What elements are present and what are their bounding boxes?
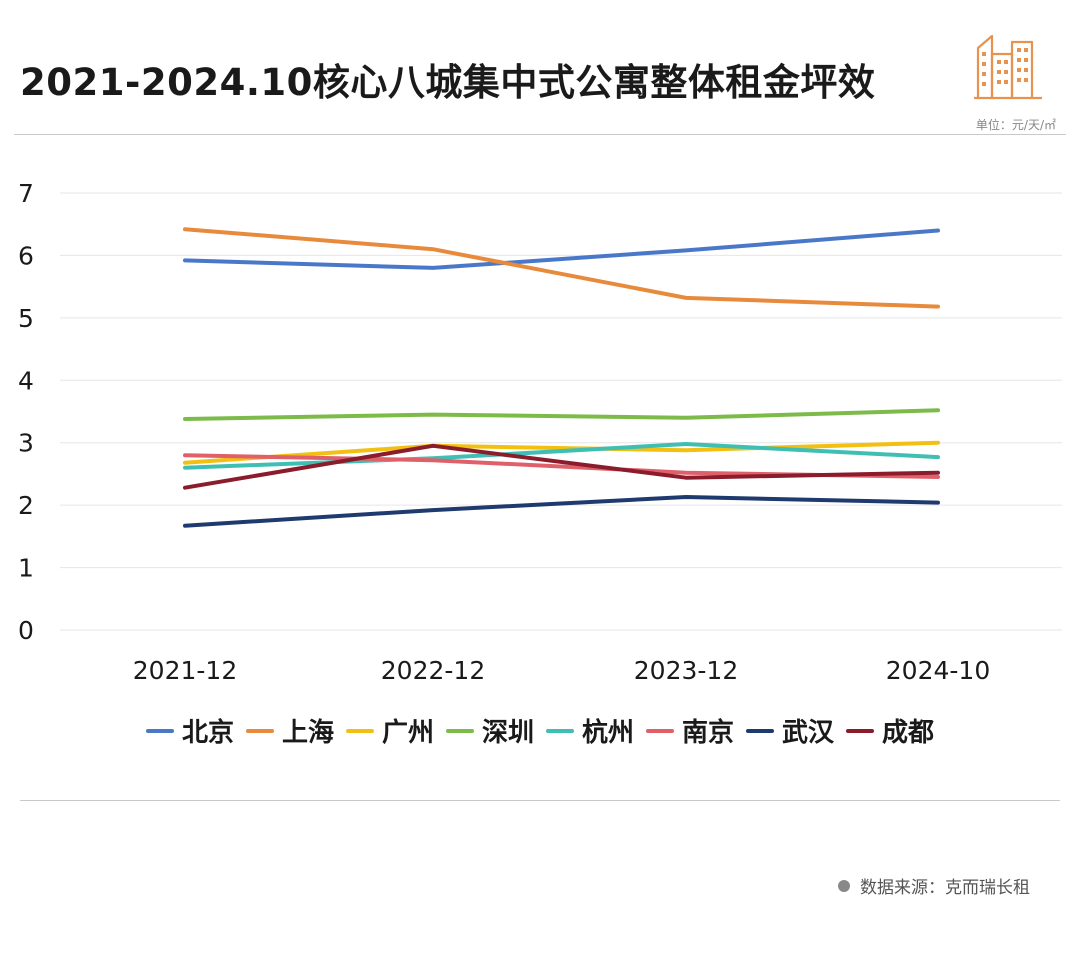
x-tick-label: 2023-12: [634, 656, 738, 685]
header-divider: [14, 134, 1066, 135]
chart-title: 2021-2024.10核心八城集中式公寓整体租金坪效: [20, 61, 876, 104]
series-line-北京: [183, 228, 940, 270]
bullet-icon: [838, 879, 850, 892]
y-tick-label: 6: [18, 241, 34, 270]
series-line-上海: [183, 227, 940, 309]
legend-item: 南京: [646, 712, 734, 749]
legend-item: 北京: [145, 712, 234, 749]
data-source-text: 数据来源：克而瑞长租: [860, 878, 1030, 898]
x-axis-ticks: 2021-12 2022-12 2023-12 2024-10: [133, 656, 990, 685]
legend-item: 杭州: [546, 712, 634, 749]
legend-label: 杭州: [582, 718, 635, 748]
x-tick-label: 2022-12: [381, 656, 485, 685]
legend-swatch: [445, 728, 474, 733]
legend-label: 广州: [381, 718, 434, 748]
legend-label: 武汉: [782, 718, 835, 748]
legend-label: 上海: [281, 718, 334, 748]
legend-label: 北京: [181, 718, 234, 748]
legend-item: 武汉: [746, 712, 834, 749]
legend-swatch: [546, 728, 574, 733]
legend-swatch: [245, 728, 274, 733]
y-axis-ticks: 0 1 2 3 4 5 6 7: [18, 179, 34, 645]
x-tick-label: 2021-12: [133, 656, 237, 685]
legend-swatch: [345, 728, 374, 733]
y-tick-label: 3: [18, 429, 34, 458]
legend-swatch: [746, 728, 775, 733]
chart-legend: 北京 上海 广州 深圳 杭州 南京 武汉 成都: [0, 712, 1080, 749]
city-buildings-icon: [974, 34, 1042, 100]
y-tick-label: 0: [18, 616, 34, 645]
legend-swatch: [846, 728, 875, 733]
legend-label: 深圳: [481, 718, 534, 748]
series-line-深圳: [183, 408, 940, 421]
x-tick-label: 2024-10: [886, 656, 990, 685]
series-line-广州: [183, 440, 940, 465]
series-line-成都: [183, 443, 940, 490]
y-tick-label: 4: [18, 366, 34, 395]
y-tick-label: 2: [18, 491, 34, 520]
legend-swatch: [145, 728, 174, 733]
y-tick-label: 1: [18, 554, 34, 583]
legend-item: 成都: [846, 712, 934, 749]
legend-item: 深圳: [445, 712, 534, 749]
footer-divider: [20, 800, 1060, 801]
data-source: 数据来源：克而瑞长租: [838, 873, 1030, 898]
legend-label: 成都: [882, 718, 935, 748]
series-lines: [183, 227, 940, 528]
series-line-杭州: [183, 442, 940, 470]
legend-item: 上海: [245, 712, 334, 749]
y-tick-label: 7: [18, 179, 34, 208]
legend-item: 广州: [345, 712, 434, 749]
legend-swatch: [646, 728, 675, 733]
legend-label: 南京: [682, 718, 735, 748]
unit-label: 单位：元/天/㎡: [975, 118, 1056, 132]
y-tick-label: 5: [18, 304, 34, 333]
series-line-武汉: [183, 495, 940, 528]
